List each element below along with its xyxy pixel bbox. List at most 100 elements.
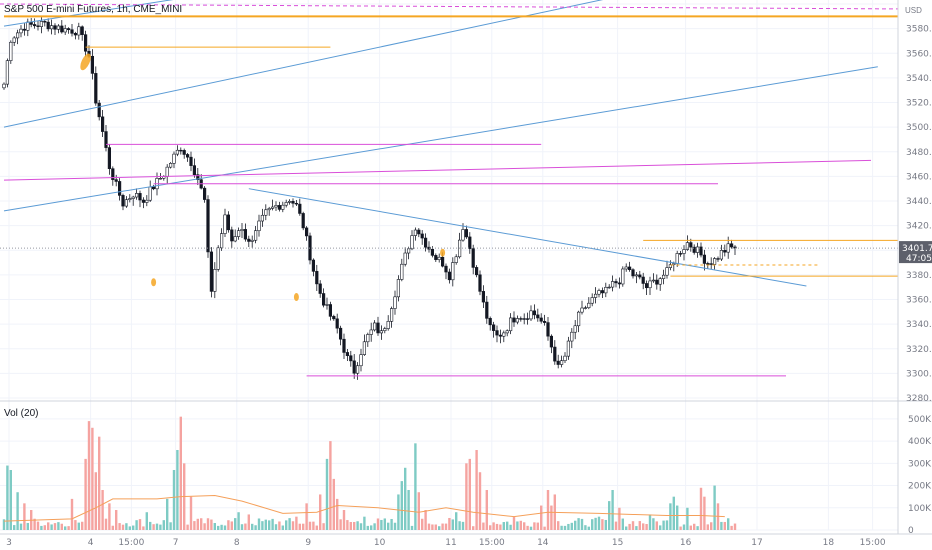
volume-bar xyxy=(349,521,352,530)
candle-down xyxy=(699,246,703,256)
volume-bar xyxy=(495,523,499,530)
candle-down xyxy=(94,73,98,104)
volume-pane-title[interactable]: Vol (20) xyxy=(4,408,39,419)
volume-bar xyxy=(682,524,686,530)
candle-down xyxy=(301,213,305,229)
volume-bar xyxy=(179,416,182,530)
volume-bar xyxy=(472,526,475,530)
volume-bar xyxy=(94,472,97,530)
candle-down xyxy=(342,338,346,353)
volume-bar xyxy=(645,524,648,530)
candle-up xyxy=(223,214,227,234)
candle-up xyxy=(648,280,652,289)
volume-bar xyxy=(33,518,36,530)
volume-bar xyxy=(383,518,386,530)
volume-bar xyxy=(458,521,461,530)
volume-bar xyxy=(546,490,550,530)
candle-down xyxy=(328,304,333,317)
volume-bar xyxy=(319,494,322,530)
candle-down xyxy=(101,116,105,132)
candle-up xyxy=(665,267,669,276)
current-price-badge xyxy=(899,241,932,264)
candle-up xyxy=(573,325,577,333)
volume-bar xyxy=(6,465,9,530)
candle-down xyxy=(532,310,536,316)
candle-up xyxy=(5,60,9,85)
volume-bar xyxy=(686,507,689,530)
volume-bar xyxy=(424,510,427,530)
volume-bar xyxy=(730,525,733,530)
candle-up xyxy=(26,21,30,31)
volume-bar xyxy=(166,498,169,530)
candle-up xyxy=(576,311,581,327)
candle-up xyxy=(372,322,377,331)
candle-up xyxy=(406,248,411,254)
volume-bar xyxy=(523,522,526,530)
candle-down xyxy=(556,360,560,365)
volume-bar xyxy=(421,518,424,530)
candle-up xyxy=(658,278,662,285)
candle-up xyxy=(396,279,401,298)
volume-bar xyxy=(696,526,699,530)
candle-up xyxy=(12,37,16,43)
volume-bar xyxy=(325,458,329,530)
candle-up xyxy=(610,281,615,288)
time-tick-label: 4 xyxy=(88,538,94,548)
volume-bar xyxy=(710,522,713,530)
candle-up xyxy=(607,286,611,289)
candle-up xyxy=(233,236,237,242)
candle-down xyxy=(338,327,343,340)
symbol-title[interactable]: S&P 500 E-mini Futures, 1h, CME_MINI xyxy=(4,4,183,15)
price-tick-label: 3420.00 xyxy=(906,222,932,232)
volume-bar xyxy=(529,526,533,530)
volume-bar xyxy=(560,525,563,530)
candle-down xyxy=(60,25,64,33)
volume-bar xyxy=(570,522,573,530)
candle-down xyxy=(46,21,50,30)
volume-bar xyxy=(186,524,189,530)
candle-up xyxy=(587,302,591,309)
volume-bar xyxy=(101,490,104,530)
candle-down xyxy=(352,360,356,374)
candle-down xyxy=(209,251,214,292)
candle-up xyxy=(502,332,506,337)
candle-up xyxy=(403,252,407,265)
volume-bar xyxy=(652,518,655,530)
candle-down xyxy=(318,283,322,294)
candle-down xyxy=(179,149,183,152)
volume-bar xyxy=(676,505,679,530)
volume-bar xyxy=(587,526,590,530)
volume-bar xyxy=(84,458,87,530)
volume-bar xyxy=(376,518,380,530)
price-axis-unit: USD xyxy=(905,6,922,15)
trend-line xyxy=(3,0,174,27)
candle-down xyxy=(617,282,621,285)
bar-countdown-label: 47:05 xyxy=(906,254,932,264)
candle-down xyxy=(692,246,696,253)
volume-bar xyxy=(414,443,417,530)
volume-bar xyxy=(536,522,539,530)
candle-down xyxy=(478,274,482,292)
volume-bar xyxy=(431,524,434,530)
candle-down xyxy=(141,199,146,203)
candle-down xyxy=(70,29,74,34)
volume-tick-label: 200K xyxy=(908,482,932,492)
volume-bar xyxy=(373,523,376,530)
volume-bar xyxy=(363,516,366,530)
volume-bar xyxy=(206,518,210,530)
volume-bar xyxy=(285,520,288,530)
volume-bar xyxy=(516,521,519,530)
volume-bar xyxy=(584,525,587,530)
volume-bar xyxy=(659,525,662,530)
volume-bar xyxy=(533,522,536,530)
volume-bar xyxy=(115,510,118,530)
candle-up xyxy=(281,204,285,210)
volume-bar xyxy=(356,521,359,530)
volume-bar xyxy=(162,520,165,530)
candle-up xyxy=(213,269,217,292)
volume-bar xyxy=(346,520,349,530)
candle-up xyxy=(437,256,441,260)
candle-down xyxy=(678,253,683,255)
candle-down xyxy=(247,238,251,242)
